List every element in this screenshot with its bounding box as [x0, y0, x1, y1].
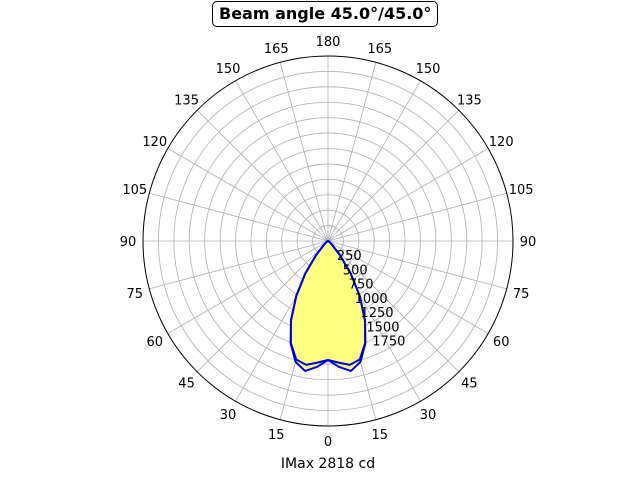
polar-frame	[142, 55, 514, 427]
angular-gridline	[196, 240, 329, 373]
radial-tick-label: 750	[349, 278, 374, 293]
angle-tick-label: 105	[122, 183, 147, 198]
angle-tick-label: 45	[178, 376, 195, 391]
angular-gridline	[196, 109, 329, 242]
angular-gridline	[279, 62, 329, 242]
angular-gridline	[327, 240, 507, 290]
radial-tick-label: 500	[343, 263, 368, 278]
angular-gridline	[149, 192, 329, 242]
angle-tick-label: 105	[509, 183, 534, 198]
angle-tick-label: 90	[520, 235, 537, 250]
angle-tick-label: 180	[316, 35, 341, 50]
angle-tick-label: 60	[493, 335, 510, 350]
angular-gridline	[167, 148, 329, 242]
angular-gridline	[327, 192, 507, 242]
angular-gridline	[327, 240, 460, 373]
angular-gridline	[235, 80, 329, 242]
angular-gridline	[327, 148, 489, 242]
angle-tick-label: 90	[120, 235, 137, 250]
radial-tick-label: 250	[337, 249, 362, 264]
chart-title: Beam angle 45.0°/45.0°	[212, 1, 439, 27]
angle-tick-label: 165	[367, 42, 392, 57]
angle-tick-label: 30	[420, 408, 437, 423]
angle-tick-label: 135	[457, 94, 482, 109]
angular-gridline	[327, 80, 421, 242]
radial-tick-label: 1000	[355, 292, 388, 307]
angle-tick-labels: 0 15 15 30 30 45 45 60 60 75 75 90 90 105 105 120 120 135…	[120, 35, 537, 450]
x-axis-label: IMax 2818 cd	[280, 456, 376, 472]
angle-tick-label: 150	[216, 62, 241, 77]
angle-tick-label: 75	[513, 287, 530, 302]
radial-tick-label: 1500	[366, 320, 399, 335]
radial-tick-label: 1750	[372, 335, 405, 350]
angle-tick-label: 45	[461, 376, 478, 391]
angle-tick-label: 15	[268, 428, 285, 443]
radial-tick-label: 1250	[360, 306, 393, 321]
angle-tick-label: 30	[220, 408, 237, 423]
angle-tick-label: 75	[127, 287, 144, 302]
angle-tick-label: 0	[324, 435, 332, 450]
angular-gridline	[327, 62, 377, 242]
angle-tick-label: 165	[264, 42, 289, 57]
intensity-fill-layer	[290, 241, 366, 371]
angular-gridline	[327, 240, 489, 334]
intensity-curve	[289, 240, 367, 366]
polar-outer-circle	[142, 55, 514, 427]
angle-tick-label: 120	[489, 135, 514, 150]
angle-tick-label: 135	[174, 94, 199, 109]
angle-tick-label: 60	[147, 335, 164, 350]
angular-gridline	[327, 109, 460, 242]
angle-tick-label: 15	[371, 428, 388, 443]
angle-tick-label: 150	[416, 62, 441, 77]
angle-tick-label: 120	[142, 135, 167, 150]
angular-gridline	[167, 240, 329, 334]
intensity-series-layer	[289, 240, 367, 372]
angular-gridline	[149, 240, 329, 290]
intensity-fill	[290, 241, 366, 371]
